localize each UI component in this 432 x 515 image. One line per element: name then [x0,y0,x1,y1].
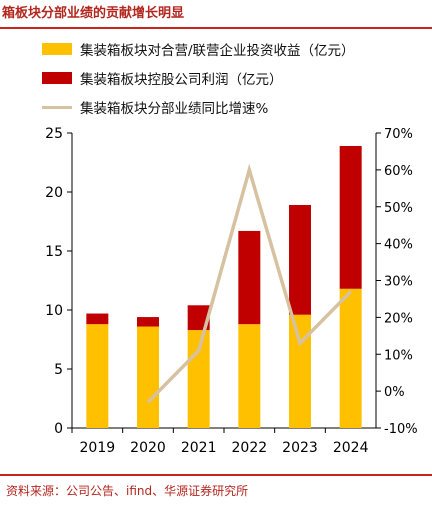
x-axis-tick-label: 2022 [232,440,268,456]
bar-subsidiary-profit [339,145,362,289]
bar-subsidiary-profit [86,313,109,325]
x-axis-tick-label: 2023 [282,440,318,456]
left-axis-tick-label: 10 [45,303,63,319]
legend-item-jv-income: 集装箱板块对合营/联营企业投资收益（亿元） [42,38,355,60]
x-axis-tick-label: 2024 [333,440,369,456]
legend-swatch-growth-rate [42,105,72,109]
left-axis-tick-label: 15 [45,244,63,260]
legend-swatch-subsidiary-profit [42,72,72,84]
bar-jv-income [339,288,362,428]
left-axis-tick-label: 20 [45,185,63,201]
right-axis-tick-label: 10% [384,348,413,363]
left-axis-tick-label: 0 [54,421,63,437]
bar-jv-income [238,324,261,428]
x-axis-tick-label: 2019 [80,440,116,456]
x-axis-tick-label: 2021 [181,440,217,456]
left-axis-tick-label: 25 [45,126,63,142]
right-axis-tick-label: -10% [384,422,418,437]
bar-subsidiary-profit [137,317,159,327]
legend-item-growth-rate: 集装箱板块分部业绩同比增速% [42,96,355,118]
right-axis-tick-label: 70% [384,127,413,142]
right-axis-tick-label: 60% [384,164,413,179]
bar-jv-income [289,314,311,428]
chart-title: 箱板块分部业绩的贡献增长明显 [2,6,185,21]
right-axis-tick-label: 30% [384,275,413,290]
right-axis-tick-label: 20% [384,311,413,326]
right-axis-tick-label: 40% [384,238,413,253]
chart-legend: 集装箱板块对合营/联营企业投资收益（亿元） 集装箱板块控股公司利润（亿元） 集装… [42,38,355,125]
bar-jv-income [86,324,109,428]
legend-item-subsidiary-profit: 集装箱板块控股公司利润（亿元） [42,67,355,89]
legend-label-subsidiary-profit: 集装箱板块控股公司利润（亿元） [80,72,283,88]
legend-label-jv-income: 集装箱板块对合营/联营企业投资收益（亿元） [80,43,355,59]
title-divider [0,27,432,29]
bar-subsidiary-profit [238,230,261,325]
right-axis-tick-label: 50% [384,201,413,216]
left-axis-tick-label: 5 [54,362,63,378]
bar-jv-income [137,326,159,428]
bar-subsidiary-profit [289,204,311,315]
legend-swatch-jv-income [42,43,72,55]
bar-subsidiary-profit [187,305,210,331]
footer-divider [0,474,432,476]
growth-rate-line [146,163,352,404]
source-note: 资料来源：公司公告、ifind、华源证券研究所 [6,484,249,498]
stacked-bar-line-chart: 0 5 10 15 20 25 -10% 0% 10% 20% 30% 40% 50% 60% 70% 201… [45,126,418,456]
x-axis-tick-label: 2020 [130,440,166,456]
legend-label-growth-rate: 集装箱板块分部业绩同比增速% [80,101,269,117]
right-axis-tick-label: 0% [384,385,405,400]
